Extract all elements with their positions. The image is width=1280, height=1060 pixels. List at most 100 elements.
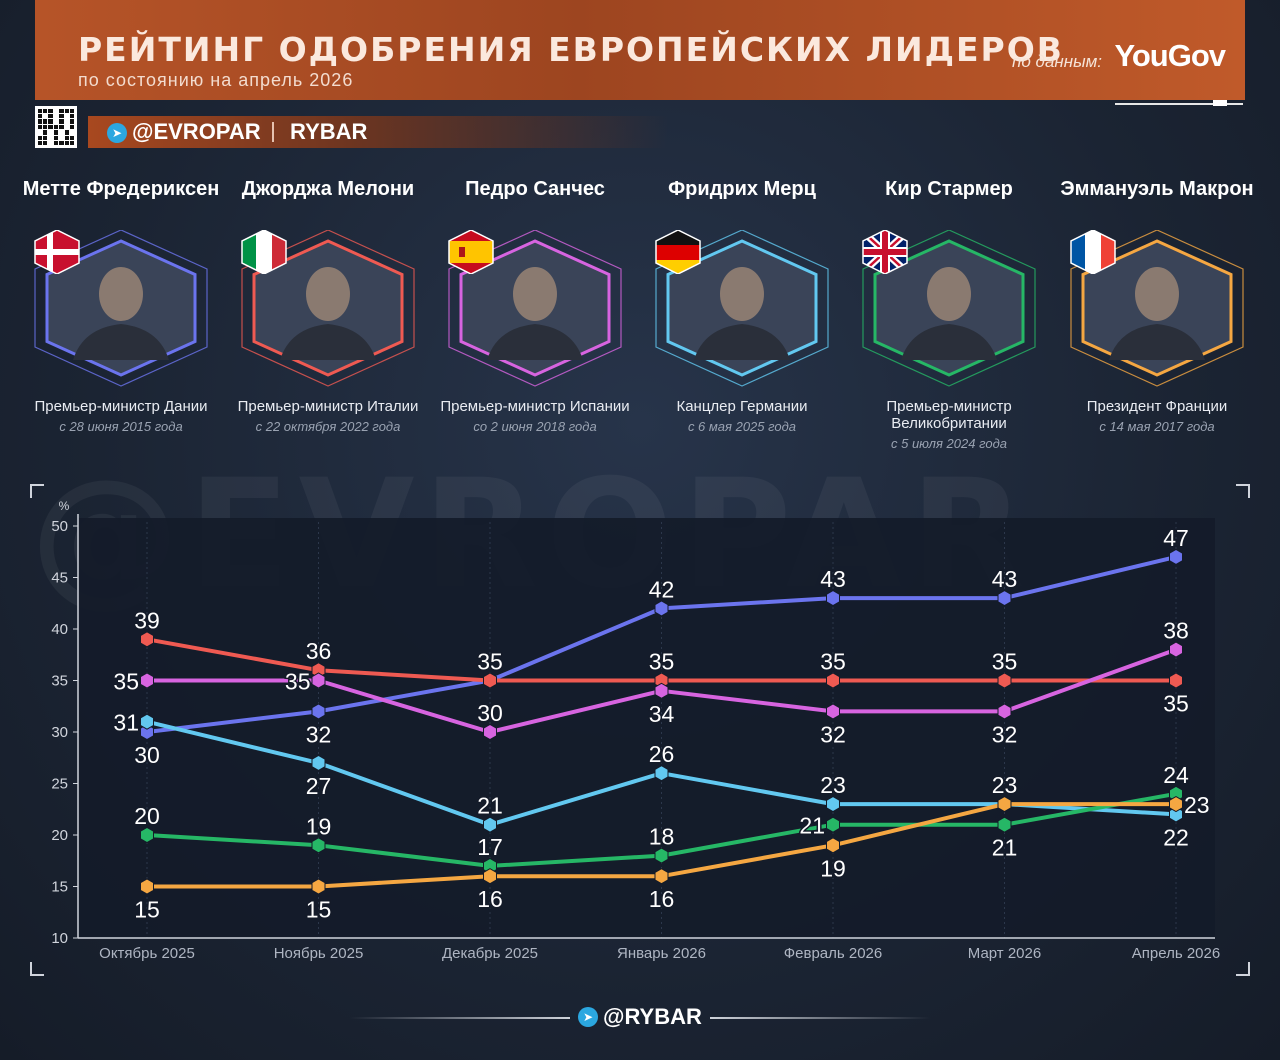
data-label: 43 <box>820 566 846 592</box>
leader-card: Кир Стармер Премьер-министр Великобритани… <box>849 178 1049 451</box>
footer-brand[interactable]: @RYBAR <box>603 1004 702 1029</box>
x-tick-label: Октябрь 2025 <box>99 945 195 962</box>
data-point <box>826 703 840 720</box>
data-label: 43 <box>992 566 1018 592</box>
data-label: 17 <box>477 834 503 860</box>
leader-card: Фридрих Мерц Канцлер Германии с 6 мая 2025… <box>642 178 842 434</box>
leader-name: Педро Санчес <box>465 178 605 200</box>
data-label: 35 <box>285 669 311 695</box>
telegram-icon[interactable]: ➤ <box>578 1007 598 1027</box>
data-label: 24 <box>1163 762 1189 788</box>
data-point <box>483 816 497 833</box>
qr-code[interactable] <box>35 106 77 148</box>
data-label: 42 <box>649 576 675 602</box>
corner-mark <box>30 962 44 976</box>
y-tick-label: 20 <box>51 827 68 844</box>
data-point <box>140 672 154 689</box>
data-point <box>483 672 497 689</box>
data-point <box>311 878 326 895</box>
x-tick-label: Ноябрь 2025 <box>274 945 364 962</box>
telegram-icon[interactable]: ➤ <box>107 123 127 143</box>
data-point <box>826 837 840 854</box>
data-label: 35 <box>649 649 675 675</box>
france-flag-icon <box>1070 230 1116 274</box>
leader-portrait <box>654 230 830 390</box>
data-point <box>826 816 840 833</box>
data-label: 18 <box>649 824 675 850</box>
data-label: 23 <box>1184 792 1210 818</box>
data-label: 21 <box>477 793 503 819</box>
data-point <box>311 837 326 854</box>
data-point <box>311 672 326 689</box>
data-point <box>654 868 669 885</box>
page-title: РЕЙТИНГ ОДОБРЕНИЯ ЕВРОПЕЙСКИХ ЛИДЕРОВ <box>78 30 1064 69</box>
data-point <box>997 703 1012 720</box>
leader-since: с 6 мая 2025 года <box>687 419 797 434</box>
leader-card: Эммануэль Макрон Президент Франции с 14 ма… <box>1057 178 1257 434</box>
data-point <box>311 703 326 720</box>
y-tick-label: 50 <box>51 518 68 535</box>
leader-portrait <box>240 230 416 390</box>
leader-portrait <box>1069 230 1245 390</box>
leader-portrait <box>447 230 623 390</box>
data-point <box>311 754 326 771</box>
y-tick-label: 45 <box>51 570 68 587</box>
data-label: 30 <box>477 700 503 726</box>
leader-since: со 2 июня 2018 года <box>473 419 597 434</box>
data-label: 36 <box>306 638 332 664</box>
leader-role: Канцлер Германии <box>676 398 808 415</box>
data-label: 26 <box>649 741 675 767</box>
data-label: 34 <box>649 701 675 727</box>
data-point <box>140 826 154 844</box>
data-label: 27 <box>306 773 332 799</box>
data-label: 23 <box>992 772 1018 798</box>
denmark-flag-icon <box>34 230 80 274</box>
leader-since: с 5 июля 2024 года <box>890 436 1007 451</box>
data-point <box>826 672 840 689</box>
data-label: 19 <box>820 855 846 881</box>
brand-separator <box>272 122 274 142</box>
corner-mark <box>1236 962 1250 976</box>
corner-mark <box>1236 484 1250 498</box>
x-tick-label: Декабрь 2025 <box>442 945 538 962</box>
data-point <box>140 631 154 648</box>
italy-flag-icon <box>241 230 287 274</box>
germany-flag-icon <box>655 230 701 274</box>
y-tick-label: 40 <box>51 621 68 638</box>
data-label: 22 <box>1163 824 1189 850</box>
leader-since: с 28 июня 2015 года <box>59 419 183 434</box>
brand-name: RYBAR <box>290 119 368 144</box>
data-point <box>997 672 1012 689</box>
data-point <box>997 816 1012 833</box>
leader-card: Метте Фредериксен Премьер-министр Дании с … <box>21 178 221 434</box>
data-label: 20 <box>134 803 160 829</box>
plot-area <box>78 518 1215 938</box>
source-label: по данным: <box>1012 52 1102 71</box>
y-tick-label: 30 <box>51 724 68 741</box>
data-point <box>483 868 497 885</box>
brand-telegram-handle[interactable]: @EVROPAR <box>132 119 261 144</box>
data-label: 35 <box>113 669 139 695</box>
data-label: 32 <box>992 721 1018 747</box>
footer-divider-left <box>350 1017 570 1019</box>
data-point <box>826 796 840 813</box>
corner-mark <box>30 484 44 498</box>
leader-name: Эммануэль Макрон <box>1060 178 1254 200</box>
data-point <box>140 878 154 895</box>
data-label: 21 <box>992 835 1018 861</box>
data-label: 23 <box>820 772 846 798</box>
data-point <box>1169 806 1183 823</box>
data-label: 21 <box>799 813 825 839</box>
leader-role: Премьер-министр Испании <box>440 398 630 415</box>
data-label: 47 <box>1163 525 1189 551</box>
portrait-frame <box>862 230 1036 387</box>
header-banner <box>35 0 1245 100</box>
page-subtitle: по состоянию на апрель 2026 <box>78 70 354 90</box>
source-brand-logo: YouGov <box>1114 38 1226 73</box>
leader-since: с 14 мая 2017 года <box>1099 419 1215 434</box>
data-point <box>483 723 497 741</box>
brand-bar <box>88 116 668 148</box>
data-point <box>654 600 669 617</box>
data-label: 35 <box>477 649 503 675</box>
y-tick-label: 25 <box>51 776 68 793</box>
